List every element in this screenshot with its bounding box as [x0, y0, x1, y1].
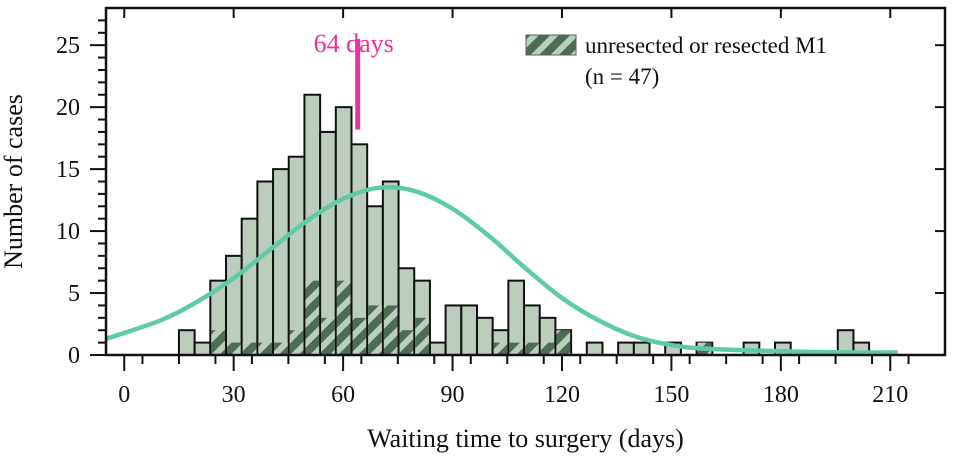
axis-ticks: [90, 8, 945, 371]
y-tick-label: 25: [56, 33, 80, 59]
m1-hatched-bar: [399, 330, 414, 355]
histogram-bar: [193, 341, 212, 357]
y-tick-label: 5: [68, 281, 80, 307]
histogram-bar: [240, 217, 259, 356]
m1-hatched-bar: [336, 280, 351, 355]
x-tick-label: 60: [331, 382, 355, 408]
y-tick-label: 20: [56, 95, 80, 121]
legend-count-m1: (n = 47): [585, 64, 659, 89]
y-tick-label: 15: [56, 157, 80, 183]
histogram-bar: [444, 304, 463, 356]
histogram-bar: [287, 155, 306, 356]
m1-hatched-bar: [211, 330, 226, 355]
x-tick-label: 150: [653, 382, 689, 408]
m1-hatched-bar: [556, 330, 571, 355]
m1-hatched-bar: [352, 317, 367, 355]
m1-hatched-bar: [509, 342, 524, 355]
y-tick-label: 0: [68, 343, 80, 369]
histogram-bar: [460, 304, 478, 356]
histogram-bar: [617, 341, 635, 357]
m1-hatched-bar: [274, 342, 288, 355]
m1-hatched-bar: [525, 342, 539, 355]
legend-swatch-m1: [525, 34, 577, 56]
histogram-bar: [256, 180, 275, 356]
legend-label-m1: unresected or resected M1: [585, 33, 827, 58]
x-tick-labels: 0 30 60 90 120 150 180 210: [118, 382, 908, 408]
y-axis-title: Number of cases: [0, 94, 28, 269]
m1-hatched-bar: [305, 280, 320, 355]
histogram-bar: [428, 341, 447, 357]
x-tick-label: 180: [763, 382, 799, 408]
m1-hatched-bar: [227, 342, 241, 355]
bars-layer: [177, 93, 871, 357]
m1-hatched-bar: [540, 342, 555, 355]
m1-hatched-bar: [493, 342, 508, 355]
m1-hatched-bar: [289, 330, 304, 355]
x-tick-label: 120: [544, 382, 580, 408]
histogram-bar: [475, 316, 494, 357]
x-axis-title: Waiting time to surgery (days): [367, 424, 684, 453]
x-tick-label: 30: [222, 382, 246, 408]
m1-hatched-bar: [321, 317, 335, 355]
m1-hatched-bar: [415, 317, 429, 355]
x-tick-label: 0: [118, 382, 130, 408]
histogram-bar: [225, 254, 243, 357]
histogram-bar: [177, 329, 196, 357]
histogram-bar: [585, 341, 604, 357]
m1-hatched-bar: [368, 305, 382, 355]
histogram-bar: [632, 341, 651, 357]
m1-hatched-bars-layer: [211, 280, 712, 355]
m1-hatched-bar: [383, 305, 398, 355]
distribution-fit-curve: [105, 185, 898, 355]
x-tick-label: 90: [441, 382, 465, 408]
y-tick-label: 10: [56, 219, 80, 245]
histogram-bar: [272, 168, 290, 356]
m1-hatched-bar: [242, 342, 257, 355]
y-tick-labels: 0 5 10 15 20 25: [56, 33, 80, 369]
median-label: 64 days: [314, 29, 394, 58]
m1-hatched-bar: [258, 342, 273, 355]
x-tick-label: 210: [872, 382, 908, 408]
